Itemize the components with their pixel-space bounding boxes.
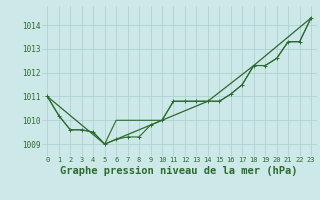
- X-axis label: Graphe pression niveau de la mer (hPa): Graphe pression niveau de la mer (hPa): [60, 166, 298, 176]
- Point: [217, 100, 222, 103]
- Point: [137, 135, 142, 139]
- Point: [125, 135, 130, 139]
- Point: [171, 100, 176, 103]
- Point: [68, 128, 73, 131]
- Point: [91, 131, 96, 134]
- Point: [297, 40, 302, 43]
- Point: [308, 16, 314, 20]
- Point: [182, 100, 188, 103]
- Point: [228, 92, 233, 96]
- Point: [114, 138, 119, 141]
- Point: [274, 57, 279, 60]
- Point: [205, 100, 211, 103]
- Point: [263, 64, 268, 67]
- Point: [56, 114, 61, 117]
- Point: [148, 123, 153, 127]
- Point: [159, 119, 164, 122]
- Point: [251, 64, 256, 67]
- Point: [285, 40, 291, 43]
- Point: [45, 95, 50, 98]
- Point: [79, 128, 84, 131]
- Point: [240, 83, 245, 86]
- Point: [194, 100, 199, 103]
- Point: [102, 142, 107, 146]
